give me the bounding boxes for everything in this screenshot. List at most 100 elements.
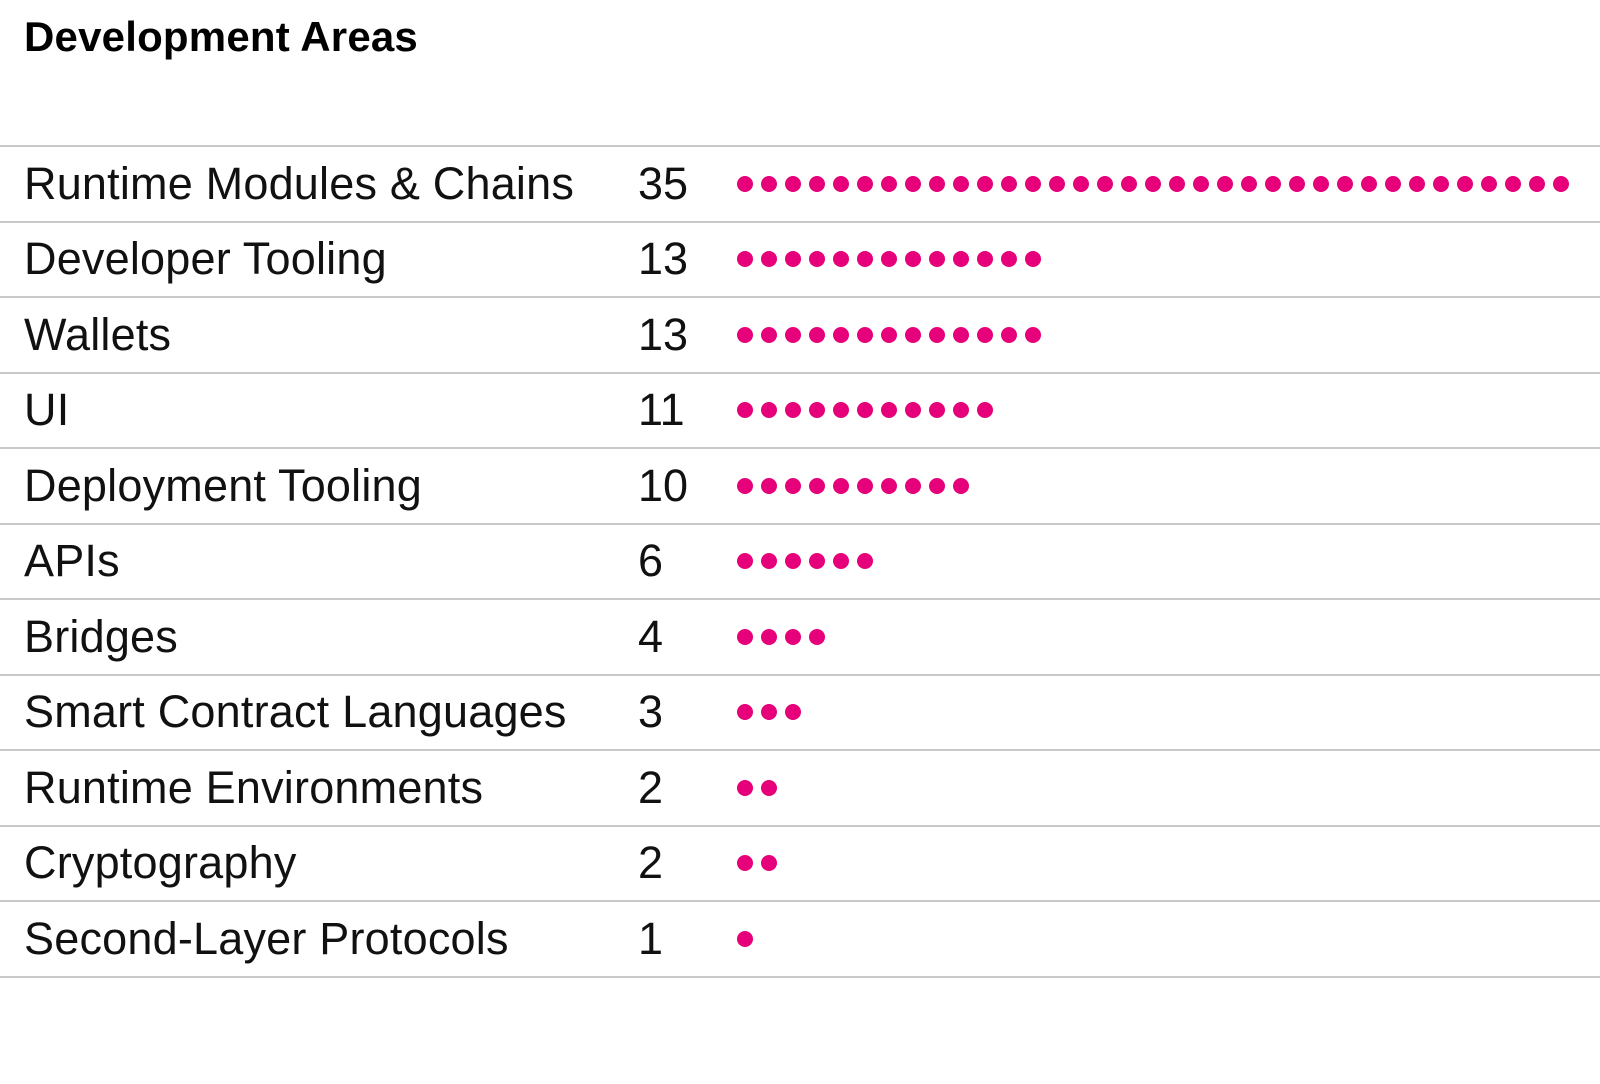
tally-dot <box>1025 251 1041 268</box>
tally-dot <box>785 628 801 645</box>
tally-dot <box>953 326 969 343</box>
row-value: 10 <box>638 459 689 511</box>
tally-dot <box>929 477 945 494</box>
dot-tally <box>737 251 1600 268</box>
row-label: Bridges <box>24 610 178 662</box>
tally-dot <box>1241 175 1257 192</box>
row-value: 2 <box>638 761 664 813</box>
dot-tally <box>737 402 1600 419</box>
tally-dot <box>1385 175 1401 192</box>
tally-dot <box>761 553 777 570</box>
row-value: 2 <box>638 837 664 889</box>
tally-dot <box>1337 175 1353 192</box>
tally-dot <box>905 477 921 494</box>
tally-dot <box>1433 175 1449 192</box>
tally-dot <box>1553 175 1569 192</box>
tally-dot <box>785 326 801 343</box>
row-label: Runtime Environments <box>24 761 484 813</box>
tally-dot <box>737 704 753 721</box>
tally-dot <box>1073 175 1089 192</box>
tally-dot <box>737 251 753 268</box>
tally-dot <box>761 628 777 645</box>
tally-dot <box>785 402 801 419</box>
tally-dot <box>833 402 849 419</box>
tally-dot <box>761 704 777 721</box>
dot-tally <box>737 326 1600 343</box>
tally-dot <box>785 175 801 192</box>
tally-dot <box>737 175 753 192</box>
tally-dot <box>1361 175 1377 192</box>
tally-dot <box>1001 251 1017 268</box>
table-row: Deployment Tooling 10 <box>0 447 1600 523</box>
row-label: Cryptography <box>24 837 297 889</box>
dot-tally <box>737 704 1600 721</box>
tally-dot <box>1217 175 1233 192</box>
table-row: Smart Contract Languages 3 <box>0 673 1600 750</box>
dot-tally <box>737 553 1600 570</box>
table-row: Runtime Environments 2 <box>0 749 1600 825</box>
tally-dot <box>857 326 873 343</box>
tally-dot <box>1025 326 1041 343</box>
tally-dot <box>833 251 849 268</box>
tally-dot <box>1457 175 1473 192</box>
table-row: Cryptography 2 <box>0 824 1600 901</box>
tally-dot <box>737 553 753 570</box>
row-label: Developer Tooling <box>24 233 387 285</box>
tally-dot <box>1121 175 1137 192</box>
table-row: Wallets 13 <box>0 296 1600 372</box>
tally-dot <box>881 326 897 343</box>
tally-dot <box>833 553 849 570</box>
tally-dot <box>809 175 825 192</box>
tally-dot <box>809 477 825 494</box>
tally-dot <box>857 477 873 494</box>
dot-tally-chart: Runtime Modules & Chains 35 Developer To… <box>0 145 1600 978</box>
dot-tally <box>737 628 1600 645</box>
dot-tally <box>737 779 1600 796</box>
tally-dot <box>953 477 969 494</box>
row-label: UI <box>24 384 70 436</box>
tally-dot <box>1193 175 1209 192</box>
tally-dot <box>761 175 777 192</box>
tally-dot <box>905 175 921 192</box>
tally-dot <box>905 251 921 268</box>
tally-dot <box>809 251 825 268</box>
tally-dot <box>953 175 969 192</box>
row-value: 4 <box>638 610 664 662</box>
tally-dot <box>929 175 945 192</box>
tally-dot <box>761 477 777 494</box>
tally-dot <box>737 326 753 343</box>
row-value: 1 <box>638 912 664 964</box>
tally-dot <box>977 251 993 268</box>
table-row: UI 11 <box>0 371 1600 448</box>
tally-dot <box>1289 175 1305 192</box>
table-row: Bridges 4 <box>0 598 1600 674</box>
tally-dot <box>737 779 753 796</box>
tally-dot <box>881 477 897 494</box>
tally-dot <box>809 553 825 570</box>
tally-dot <box>737 628 753 645</box>
tally-dot <box>857 175 873 192</box>
dot-tally <box>737 175 1600 192</box>
row-label: Second-Layer Protocols <box>24 912 509 964</box>
tally-dot <box>809 402 825 419</box>
tally-dot <box>857 251 873 268</box>
tally-dot <box>929 251 945 268</box>
tally-dot <box>1145 175 1161 192</box>
row-label: Smart Contract Languages <box>24 686 567 738</box>
row-value: 35 <box>638 157 689 209</box>
row-value: 11 <box>638 384 685 436</box>
tally-dot <box>1001 175 1017 192</box>
chart-title: Development Areas <box>24 13 418 60</box>
table-row: Runtime Modules & Chains 35 <box>0 145 1600 221</box>
tally-dot <box>1001 326 1017 343</box>
tally-dot <box>809 628 825 645</box>
tally-dot <box>1097 175 1113 192</box>
row-label: Runtime Modules & Chains <box>24 157 575 209</box>
row-label: APIs <box>24 535 120 587</box>
tally-dot <box>761 326 777 343</box>
tally-dot <box>881 402 897 419</box>
tally-dot <box>1529 175 1545 192</box>
row-value: 3 <box>638 686 664 738</box>
tally-dot <box>833 326 849 343</box>
